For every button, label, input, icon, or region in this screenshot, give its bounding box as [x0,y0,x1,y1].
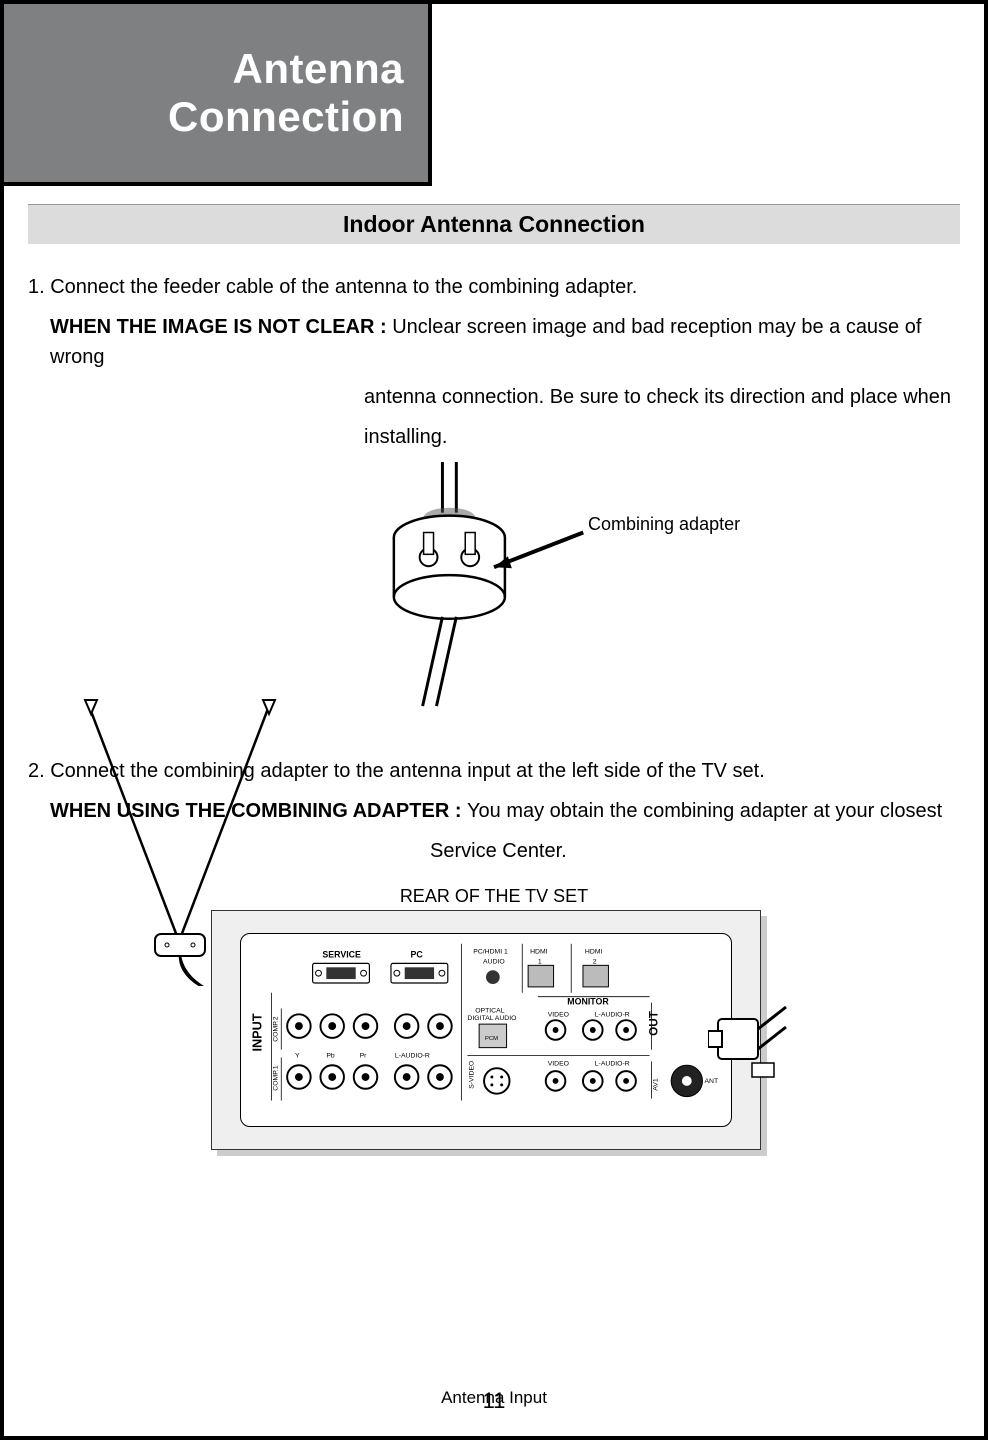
content-area: Indoor Antenna Connection 1. Connect the… [28,204,960,1356]
connector-panel: INPUT OUT AV1 SERVICE PC PC/HDMI 1 AUDIO… [240,933,732,1127]
out-label: OUT [647,1010,660,1036]
rear-label: REAR OF THE TV SET [400,886,588,907]
step1-note-label: WHEN THE IMAGE IS NOT CLEAR : [50,316,392,338]
svideo-label: S-VIDEO [468,1061,475,1089]
adapter-svg [28,462,960,722]
av1-label: AV1 [652,1078,659,1091]
comp1-label: COMP.1 [272,1065,279,1091]
audio-label: AUDIO [483,958,505,965]
page: Antenna Connection Indoor Antenna Connec… [0,0,988,1440]
combining-adapter-figure: Combining adapter [28,462,960,722]
step1-note-b2: antenna connection. Be sure to check its… [28,382,960,412]
step2-note-b1: You may obtain the combining adapter at … [467,800,942,822]
connector-svg: INPUT OUT AV1 SERVICE PC PC/HDMI 1 AUDIO… [241,934,731,1126]
section-heading: Indoor Antenna Connection [28,204,960,244]
rear-figure: REAR OF THE TV SET INPUT OUT AV1 SERVICE [119,886,869,1356]
laudior-label-1: L-AUDIO-R [595,1011,630,1018]
header-band: Antenna Connection [4,4,432,186]
video-label-2: VIDEO [548,1060,569,1067]
step1-note: WHEN THE IMAGE IS NOT CLEAR : Unclear sc… [28,312,960,372]
hdmi2n-label: 2 [593,958,597,965]
hdmi1-label: HDMI [530,949,548,956]
hdmi2-label: HDMI [585,949,603,956]
combining-adapter-label: Combining adapter [588,514,740,535]
laudior-label-2: L-AUDIO-R [395,1052,430,1059]
antenna-plug-svg [708,989,798,1109]
optical-label: OPTICAL [475,1007,504,1014]
step1-note-b3: installing. [28,422,960,452]
video-label-1: VIDEO [548,1011,569,1018]
comp2-label: COMP.2 [272,1016,279,1042]
title-line2: Connection [168,93,404,141]
laudior-label-3: L-AUDIO-R [595,1060,630,1067]
pchdmi1-label: PC/HDMI 1 [473,949,508,956]
digitalaudio-label: DIGITAL AUDIO [467,1015,516,1022]
title-line1: Antenna [168,45,404,93]
pr-label: Pr [360,1052,368,1059]
step1-text: 1. Connect the feeder cable of the anten… [28,272,960,302]
page-title: Antenna Connection [168,45,404,142]
tv-rear-panel: INPUT OUT AV1 SERVICE PC PC/HDMI 1 AUDIO… [211,910,761,1150]
y-label: Y [295,1052,300,1059]
service-label: SERVICE [322,950,361,960]
input-label: INPUT [250,1013,265,1051]
pcm-label: PCM [485,1036,498,1042]
pc-label: PC [411,950,424,960]
monitor-label: MONITOR [567,997,609,1007]
page-number: 11 [483,1388,506,1414]
hdmi1n-label: 1 [538,958,542,965]
pb-label: Pb [326,1052,335,1059]
